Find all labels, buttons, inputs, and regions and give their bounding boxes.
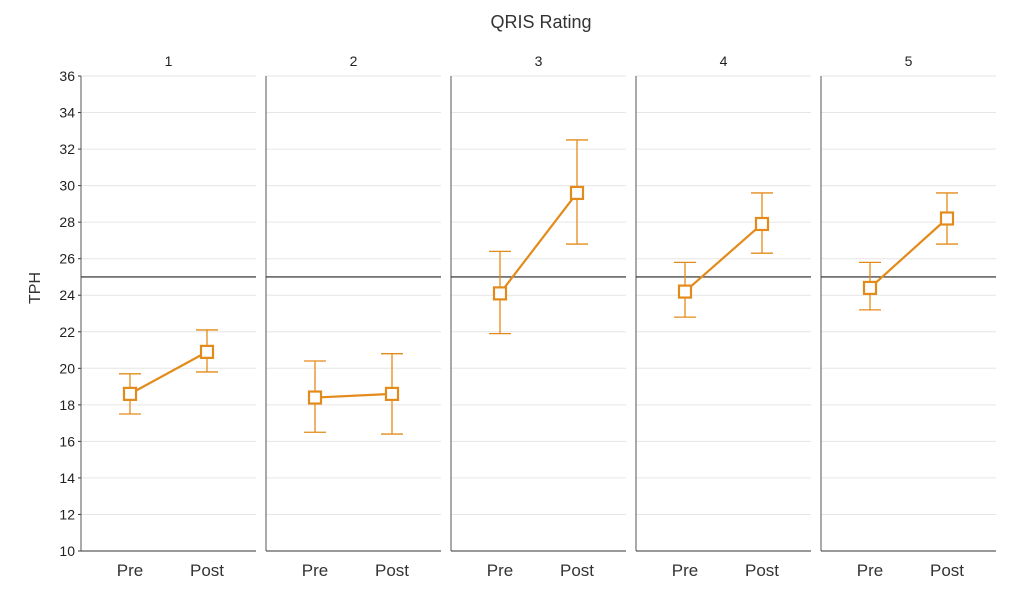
y-axis-label: TPH xyxy=(27,272,44,304)
data-point-post xyxy=(939,211,955,226)
y-tick-label: 16 xyxy=(59,433,75,449)
y-tick-label: 34 xyxy=(59,105,75,121)
series-line xyxy=(684,223,763,293)
data-point-post xyxy=(569,185,585,201)
y-tick-label: 20 xyxy=(59,360,75,376)
x-tick-label: Pre xyxy=(857,561,883,580)
facet-title-2: 2 xyxy=(350,53,358,69)
facet-title-5: 5 xyxy=(905,53,913,69)
facet-panel-2: 2 Pre Post xyxy=(265,53,441,580)
y-tick-label: 32 xyxy=(59,141,75,157)
data-point-pre xyxy=(677,284,693,299)
data-point-post xyxy=(384,386,400,401)
facet-panel-5: 5 Pre Post xyxy=(820,53,996,580)
x-tick-label: Pre xyxy=(117,561,143,580)
y-tick-label: 18 xyxy=(59,397,75,413)
y-tick-label: 12 xyxy=(59,506,75,522)
data-point-pre xyxy=(122,386,138,401)
data-point-pre xyxy=(492,286,508,301)
y-tick-label: 36 xyxy=(59,68,75,84)
facet-title-3: 3 xyxy=(535,53,543,69)
facet-panel-1: 1 Pre Post xyxy=(80,53,256,580)
x-tick-label: Pre xyxy=(302,561,328,580)
x-tick-label: Pre xyxy=(487,561,513,580)
y-tick-label: 10 xyxy=(59,543,75,559)
y-tick-label: 14 xyxy=(59,470,75,486)
data-point-post xyxy=(199,344,215,359)
data-point-pre xyxy=(862,280,878,296)
series-line xyxy=(869,217,948,289)
series-line xyxy=(314,392,393,399)
x-tick-label: Post xyxy=(745,561,779,580)
y-tick-label: 26 xyxy=(59,251,75,267)
x-tick-label: Pre xyxy=(672,561,698,580)
y-tick-label: 30 xyxy=(59,178,75,194)
x-tick-label: Post xyxy=(190,561,224,580)
x-tick-label: Post xyxy=(560,561,594,580)
data-point-post xyxy=(754,216,770,232)
chart-title: QRIS Rating xyxy=(490,12,591,32)
x-tick-label: Post xyxy=(375,561,409,580)
data-point-pre xyxy=(307,390,323,405)
facet-panel-3: 3 Pre Post xyxy=(450,53,626,580)
x-tick-label: Post xyxy=(930,561,964,580)
series-line xyxy=(129,350,208,395)
facet-title-1: 1 xyxy=(165,53,173,69)
y-tick-label: 28 xyxy=(59,214,75,230)
y-tick-label: 22 xyxy=(59,324,75,340)
facet-title-4: 4 xyxy=(720,53,728,69)
series-line xyxy=(499,192,578,295)
facet-panel-4: 4 Pre Post xyxy=(635,53,811,580)
y-tick-label: 24 xyxy=(59,287,75,303)
